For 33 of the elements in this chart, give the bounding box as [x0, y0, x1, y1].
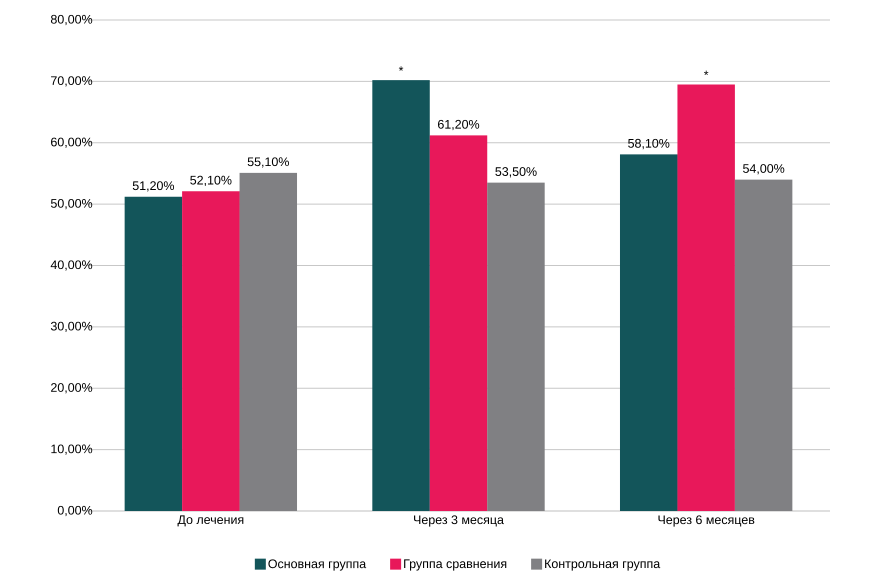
bar	[677, 84, 735, 511]
y-tick-label: 30,00%	[50, 322, 92, 332]
bar	[182, 191, 240, 511]
y-tick-label: 50,00%	[50, 198, 92, 210]
bar	[620, 154, 678, 511]
data-label: 51,20%	[132, 181, 174, 192]
x-tick-label: До лечения	[178, 515, 244, 526]
bar	[124, 196, 182, 511]
data-label: *	[704, 70, 708, 76]
y-tick-label: 20,00%	[51, 383, 92, 394]
bar	[487, 182, 545, 511]
y-tick-label: 0,00%	[58, 506, 92, 516]
y-tick-label: 40,00%	[50, 260, 92, 271]
data-label: 54,00%	[743, 164, 784, 174]
data-label: 52,10%	[190, 176, 232, 186]
legend-label: Контрольная группа	[545, 559, 660, 571]
y-tick-label: 10,00%	[51, 444, 92, 455]
data-label: 58,10%	[628, 138, 670, 150]
data-label: 55,10%	[248, 157, 289, 168]
legend-label: Основная группа	[268, 559, 366, 571]
bar	[240, 172, 298, 511]
bar	[372, 80, 430, 511]
y-tick-label: 70,00%	[51, 76, 92, 87]
bar	[734, 180, 792, 511]
data-label: 61,20%	[438, 120, 480, 130]
legend-label: Группа сравнения	[404, 559, 506, 571]
bar	[430, 135, 488, 511]
y-tick-label: 80,00%	[50, 14, 92, 26]
x-tick-label: Через 6 месяцев	[658, 515, 754, 527]
x-tick-label: Через 3 месяца	[414, 515, 504, 527]
y-tick-label: 60,00%	[51, 138, 92, 148]
data-label: *	[398, 66, 404, 71]
data-label: 53,50%	[495, 167, 537, 178]
